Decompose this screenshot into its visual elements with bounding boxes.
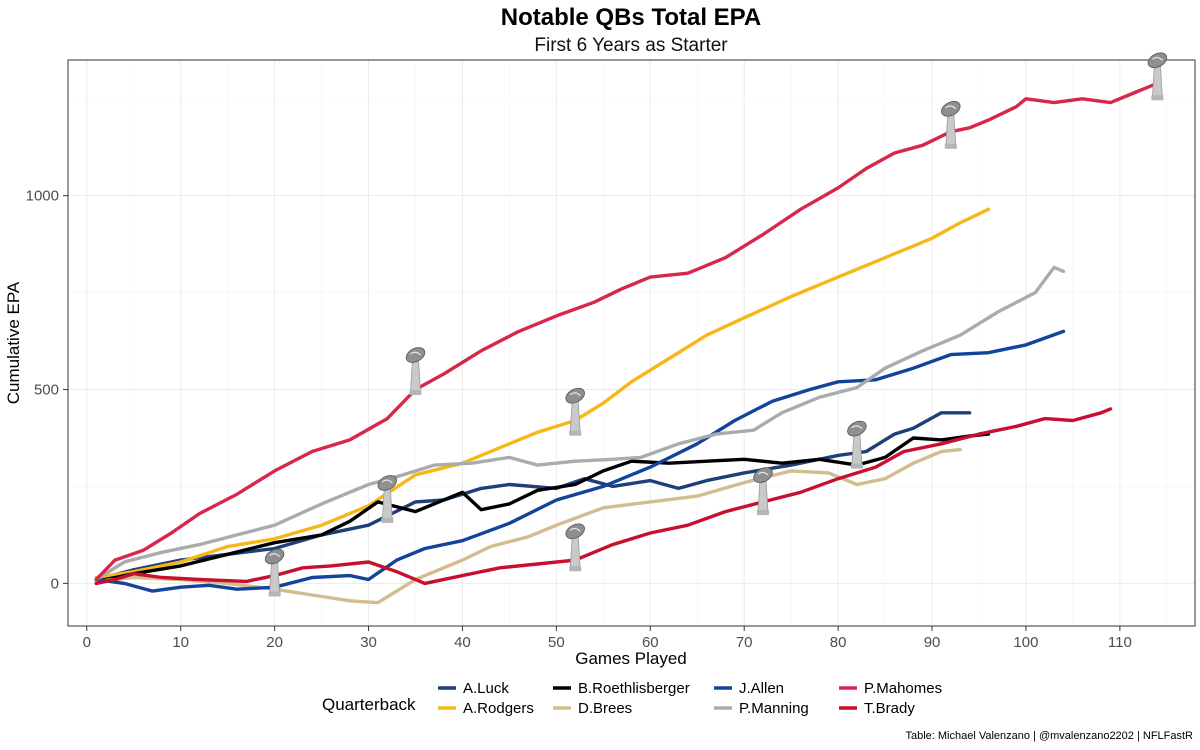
x-tick-label: 110 [1108, 634, 1132, 651]
x-tick-label: 0 [83, 634, 91, 651]
trophy-stem [1151, 64, 1163, 98]
trophy-football-lace [569, 392, 581, 397]
trophy-football-lace [1152, 56, 1163, 61]
trophy-markers [264, 52, 1168, 597]
grid [68, 60, 1195, 626]
super-bowl-trophy-icon [753, 467, 773, 516]
x-tick-label: 100 [1013, 634, 1038, 651]
trophy-base [409, 390, 422, 395]
x-tick-label: 90 [924, 634, 941, 651]
trophy-football-lace [269, 553, 281, 557]
trophy-football [565, 387, 585, 404]
trophy-stem [381, 487, 393, 521]
x-tick-label: 30 [360, 634, 377, 651]
trophy-base [850, 463, 863, 469]
x-tick-label: 10 [172, 634, 189, 651]
legend-label: A.Luck [463, 680, 509, 697]
trophy-football-lace [381, 479, 393, 484]
super-bowl-trophy-icon [847, 420, 867, 469]
legend-label: P.Mahomes [864, 680, 942, 697]
x-tick-label: 20 [266, 634, 283, 651]
super-bowl-trophy-icon [405, 347, 426, 395]
trophy-base [1151, 95, 1164, 101]
super-bowl-trophy-icon [1147, 52, 1168, 101]
trophy-football-lace [851, 425, 863, 430]
series-line-j-allen [94, 329, 1066, 593]
x-tick-label: 80 [830, 634, 847, 651]
trophy-stem [569, 400, 581, 434]
super-bowl-trophy-icon [264, 548, 285, 597]
legend-label: J.Allen [739, 680, 784, 697]
x-tick-label: 70 [736, 634, 753, 651]
trophy-football-lace [410, 351, 421, 356]
trophy-football [941, 100, 961, 117]
trophy-base [944, 143, 957, 149]
y-axis-ticks: 0 500 1000 [26, 188, 68, 592]
y-tick-label: 1000 [26, 188, 59, 205]
y-tick-label: 500 [34, 382, 59, 399]
legend-label: B.Roethlisberger [578, 680, 690, 697]
series-line-p-mahomes [94, 81, 1160, 582]
chart-title: Notable QBs Total EPA [501, 4, 761, 31]
trophy-football-lace [569, 527, 581, 532]
super-bowl-trophy-icon [377, 475, 398, 523]
trophy-stem [851, 433, 863, 467]
legend-label: D.Brees [578, 700, 632, 717]
trophy-football [1147, 52, 1168, 69]
trophy-base [757, 510, 769, 516]
x-tick-label: 60 [642, 634, 659, 651]
x-axis-ticks: 0 10 20 30 40 50 60 70 80 90 100 110 [83, 626, 1132, 651]
trophy-football [753, 467, 773, 483]
trophy-base [569, 430, 582, 436]
trophy-football [405, 347, 426, 363]
legend-label: T.Brady [864, 700, 915, 717]
trophy-stem [757, 479, 769, 513]
x-tick-label: 50 [548, 634, 565, 651]
x-axis-title: Games Played [575, 649, 687, 668]
trophy-football-lace [945, 105, 957, 110]
trophy-stem [410, 359, 421, 393]
trophy-football [377, 475, 398, 491]
series-line-t-brady [94, 407, 1113, 586]
super-bowl-trophy-icon [941, 100, 961, 149]
x-tick-label: 40 [454, 634, 471, 651]
caption: Table: Michael Valenzano | @mvalenzano22… [905, 730, 1193, 742]
legend: A.Luck A.Rodgers B.Roethlisberger D.Brees J.… [438, 680, 942, 717]
series-lines [94, 81, 1160, 605]
y-axis-title: Cumulative EPA [4, 281, 23, 404]
trophy-base [268, 591, 281, 597]
trophy-base [381, 517, 394, 523]
trophy-base [569, 566, 582, 572]
trophy-football [565, 523, 585, 540]
chart-subtitle: First 6 Years as Starter [534, 35, 728, 56]
series-line-p-manning [94, 265, 1066, 582]
trophy-stem [945, 113, 957, 147]
plot-border [67, 59, 1196, 627]
super-bowl-trophy-icon [565, 523, 585, 572]
trophy-football [264, 548, 285, 565]
trophy-football-lace [757, 471, 769, 476]
legend-title: Quarterback [322, 695, 416, 714]
legend-label: A.Rodgers [463, 700, 534, 717]
trophy-stem [569, 535, 581, 569]
series-line-a-rodgers [94, 207, 991, 580]
trophy-stem [269, 561, 281, 594]
legend-label: P.Manning [739, 700, 809, 717]
y-tick-label: 0 [51, 575, 59, 592]
series-line-b-roethlisberger [94, 432, 991, 584]
trophy-football [847, 420, 867, 437]
super-bowl-trophy-icon [565, 387, 585, 436]
